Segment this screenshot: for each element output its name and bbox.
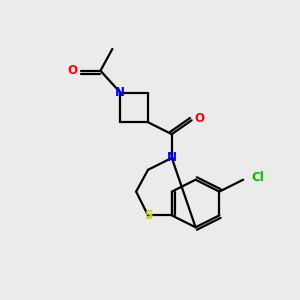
Text: O: O xyxy=(68,64,78,77)
Text: N: N xyxy=(167,152,177,164)
Text: O: O xyxy=(194,112,205,125)
Text: N: N xyxy=(115,86,125,99)
Text: S: S xyxy=(144,209,152,222)
Text: Cl: Cl xyxy=(251,171,264,184)
